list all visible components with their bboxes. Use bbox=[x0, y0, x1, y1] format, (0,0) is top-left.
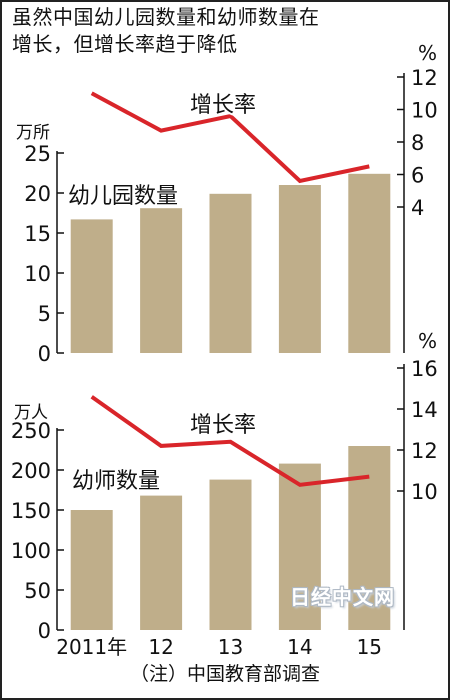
left-tick-label: 0 bbox=[38, 619, 51, 643]
right-tick-label: 10 bbox=[411, 99, 438, 123]
series-label: 幼儿园数量 bbox=[68, 184, 178, 209]
left-tick-label: 15 bbox=[24, 222, 51, 246]
right-tick-label: 14 bbox=[411, 398, 438, 422]
bar-2 bbox=[140, 208, 183, 353]
bar-5 bbox=[348, 173, 391, 353]
left-tick-label: 20 bbox=[24, 182, 51, 206]
right-tick-label: 6 bbox=[411, 164, 424, 188]
left-tick-label: 50 bbox=[24, 579, 51, 603]
left-tick-label: 0 bbox=[38, 342, 51, 366]
bar-2 bbox=[140, 495, 183, 630]
right-tick-label: 4 bbox=[411, 196, 424, 220]
right-tick-label: 10 bbox=[411, 480, 438, 504]
left-unit-label: 万所 bbox=[16, 123, 50, 143]
left-tick-label: 25 bbox=[24, 142, 51, 166]
left-tick-label: 10 bbox=[24, 262, 51, 286]
watermark-logo: 日经中文网 bbox=[290, 585, 395, 609]
right-tick-label: 16 bbox=[411, 357, 438, 381]
right-tick-label: 12 bbox=[411, 66, 438, 90]
right-tick-label: 12 bbox=[411, 439, 438, 463]
headline: 虽然中国幼儿园数量和幼师数量在 增长，但增长率趋于降低 bbox=[12, 4, 320, 58]
headline-line-2: 增长，但增长率趋于降低 bbox=[12, 32, 238, 56]
headline-line-1: 虽然中国幼儿园数量和幼师数量在 bbox=[12, 5, 320, 29]
x-tick-label: 12 bbox=[148, 635, 173, 659]
left-tick-label: 150 bbox=[11, 499, 51, 523]
bar-3 bbox=[209, 193, 252, 353]
right-tick-label: 8 bbox=[411, 131, 424, 155]
bar-4 bbox=[278, 185, 321, 353]
x-tick-label: 2011年 bbox=[56, 635, 127, 659]
left-tick-label: 100 bbox=[11, 539, 51, 563]
growth-rate-label: 增长率 bbox=[190, 93, 256, 118]
right-unit-label: % bbox=[418, 329, 437, 353]
growth-rate-label: 增长率 bbox=[190, 413, 256, 438]
left-unit-label: 万人 bbox=[14, 403, 48, 423]
left-tick-label: 250 bbox=[11, 419, 51, 443]
series-label: 幼师数量 bbox=[72, 469, 160, 494]
bar-1 bbox=[70, 219, 113, 353]
x-tick-label: 15 bbox=[357, 635, 382, 659]
left-tick-label: 200 bbox=[11, 459, 51, 483]
left-tick-label: 5 bbox=[38, 302, 51, 326]
footnote: （注）中国教育部调查 bbox=[129, 663, 320, 685]
bar-3 bbox=[209, 479, 252, 630]
bar-4 bbox=[278, 463, 321, 630]
growth-rate-line-2 bbox=[90, 395, 370, 487]
right-unit-label: % bbox=[418, 41, 437, 65]
x-tick-label: 14 bbox=[287, 635, 312, 659]
x-tick-label: 13 bbox=[218, 635, 243, 659]
bar-1 bbox=[70, 510, 113, 630]
growth-rate-line-1 bbox=[90, 91, 370, 184]
